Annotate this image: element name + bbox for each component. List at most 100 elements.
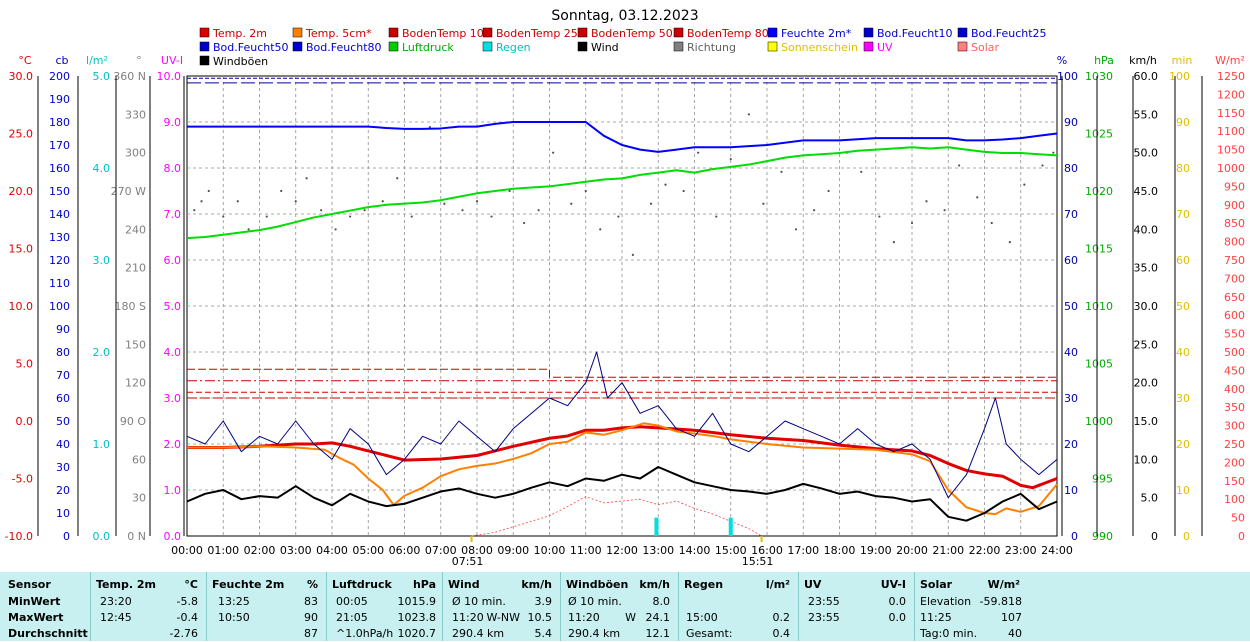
uv-value: 0.0 bbox=[888, 611, 907, 624]
axis-unit-label: l/m² bbox=[86, 54, 108, 67]
axis-tick-label: 0 bbox=[1071, 530, 1078, 543]
direction-point bbox=[584, 189, 587, 193]
row-label: MinWert bbox=[8, 595, 61, 608]
axis-tick-label: 3.0 bbox=[164, 392, 182, 405]
axis-tick-label: 15.0 bbox=[9, 243, 34, 256]
direction-point bbox=[958, 164, 961, 167]
rain-time: 15:00 bbox=[686, 611, 718, 624]
axis-tick-label: 2.0 bbox=[164, 438, 182, 451]
axis-tick-label: 20.0 bbox=[1134, 377, 1159, 390]
direction-point bbox=[334, 228, 337, 231]
solar-value: 107 bbox=[1001, 611, 1022, 624]
axis-tick-label: 100 bbox=[1057, 70, 1078, 83]
temp-value: -5.8 bbox=[176, 595, 198, 608]
axis-unit-label: UV-I bbox=[161, 54, 183, 67]
axis-tick-label: 0.0 bbox=[16, 415, 34, 428]
legend-swatch bbox=[577, 27, 588, 38]
axis-tick-label: 70 bbox=[1064, 208, 1078, 221]
axis-tick-label: 140 bbox=[49, 208, 70, 221]
gust-time: Ø 10 min. bbox=[568, 595, 622, 608]
direction-point bbox=[410, 215, 413, 218]
legend-swatch bbox=[388, 27, 399, 38]
gust-value: 8.0 bbox=[652, 595, 671, 608]
axis-tick-label: 1200 bbox=[1217, 88, 1245, 101]
axis-tick-label: 20.0 bbox=[9, 185, 34, 198]
direction-point bbox=[943, 209, 946, 212]
axis-tick-label: 5.0 bbox=[16, 358, 34, 371]
direction-point bbox=[617, 215, 620, 218]
axis-tick-label: 50 bbox=[1231, 512, 1245, 525]
legend-swatch bbox=[199, 55, 210, 66]
axis-tick-label: 50 bbox=[1176, 300, 1190, 313]
table-separator bbox=[206, 572, 207, 641]
pressure-value: 1023.8 bbox=[397, 611, 437, 624]
direction-point bbox=[443, 202, 446, 205]
axis-tick-label: 1005 bbox=[1085, 358, 1113, 371]
axis-tick-label: 2.0 bbox=[93, 346, 111, 359]
axis-tick-label: 1020 bbox=[1085, 185, 1113, 198]
axis-tick-label: 0.0 bbox=[93, 530, 111, 543]
direction-point bbox=[381, 200, 384, 203]
row-label: Durchschnitt bbox=[8, 627, 88, 640]
legend-label: Luftdruck bbox=[402, 41, 454, 54]
axis-tick-label: 50.0 bbox=[1134, 147, 1159, 160]
direction-point bbox=[697, 151, 700, 154]
table-separator bbox=[798, 572, 799, 641]
axis-tick-label: 350 bbox=[1224, 401, 1245, 414]
solar-value: 40 bbox=[1008, 627, 1022, 640]
axis-tick-label: 7.0 bbox=[164, 208, 182, 221]
direction-point bbox=[222, 215, 225, 218]
axis-tick-label: 30 bbox=[1176, 392, 1190, 405]
axis-tick-label: 50 bbox=[56, 415, 70, 428]
axis-tick-label: 120 bbox=[49, 254, 70, 267]
legend-label: Regen bbox=[496, 41, 531, 54]
pressure-value: 1020.7 bbox=[397, 627, 437, 640]
humidity-value: 90 bbox=[304, 611, 318, 624]
wind-time: Ø 10 min. bbox=[452, 595, 506, 608]
direction-point bbox=[794, 228, 798, 231]
legend-swatch bbox=[482, 41, 493, 52]
direction-point bbox=[780, 170, 783, 173]
wind-value: 10.5 bbox=[527, 611, 553, 624]
table-header: Feuchte 2m bbox=[212, 578, 285, 591]
axis-tick-label: 1150 bbox=[1217, 107, 1245, 120]
direction-point bbox=[570, 202, 573, 205]
direction-point bbox=[762, 202, 765, 205]
axis-tick-label: 240 bbox=[125, 223, 146, 236]
gust-time: 290.4 km bbox=[568, 627, 621, 640]
legend-label: Temp. 5cm* bbox=[305, 27, 372, 40]
table-separator bbox=[678, 572, 679, 641]
axis-unit-label: km/h bbox=[1129, 54, 1157, 67]
table-header: °C bbox=[184, 578, 198, 591]
x-tick-label: 24:00 bbox=[1041, 544, 1073, 557]
axis-tick-label: 9.0 bbox=[164, 116, 182, 129]
direction-point bbox=[236, 200, 239, 203]
direction-point bbox=[537, 209, 540, 212]
axis-tick-label: 30 bbox=[56, 461, 70, 474]
x-tick-label: 23:00 bbox=[1005, 544, 1037, 557]
legend-label: BodenTemp 80 bbox=[687, 27, 769, 40]
axis-tick-label: 55.0 bbox=[1134, 108, 1159, 121]
direction-point bbox=[265, 215, 268, 218]
table-header: km/h bbox=[521, 578, 552, 591]
axis-tick-label: 30 bbox=[1064, 392, 1078, 405]
x-tick-label: 19:00 bbox=[860, 544, 892, 557]
axis-tick-label: 300 bbox=[1224, 420, 1245, 433]
direction-point bbox=[715, 215, 718, 218]
axis-tick-label: 1050 bbox=[1217, 144, 1245, 157]
axis-unit-label: hPa bbox=[1094, 54, 1114, 67]
axis-tick-label: 20 bbox=[56, 484, 70, 497]
wind-value: 3.9 bbox=[534, 595, 553, 608]
x-tick-label: 11:00 bbox=[570, 544, 602, 557]
axis-tick-label: 10.0 bbox=[9, 300, 34, 313]
direction-point bbox=[925, 200, 928, 203]
direction-point bbox=[475, 200, 479, 203]
axis-tick-label: 1100 bbox=[1217, 125, 1245, 138]
x-tick-label: 20:00 bbox=[896, 544, 928, 557]
axis-tick-label: 0 N bbox=[127, 530, 146, 543]
axis-tick-label: 20 bbox=[1064, 438, 1078, 451]
table-header: UV-I bbox=[880, 578, 906, 591]
direction-point bbox=[976, 196, 979, 199]
solar-time: Elevation bbox=[920, 595, 972, 608]
direction-point bbox=[207, 189, 210, 193]
